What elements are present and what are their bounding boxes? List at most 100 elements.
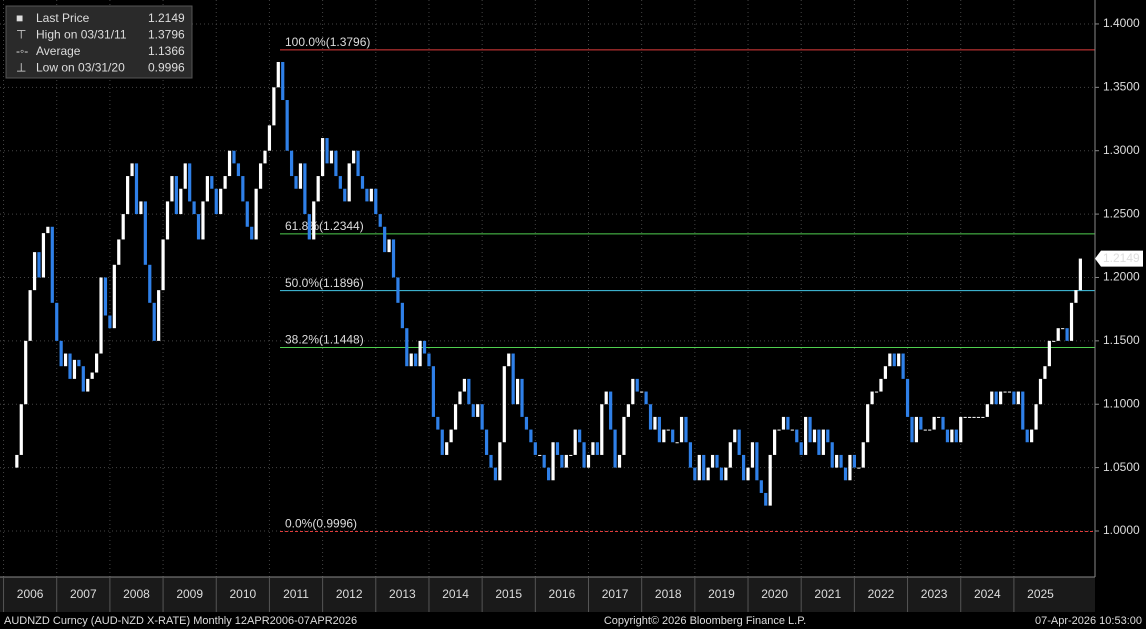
candle-body [839, 454, 843, 468]
footer-left: AUDNZD Curncy (AUD-NZD X-RATE) Monthly 1… [4, 615, 357, 627]
candle-body [489, 454, 493, 468]
candle-body [409, 353, 413, 367]
candle-body [493, 467, 498, 481]
candle-body [874, 391, 879, 393]
candle-body [157, 290, 161, 341]
candle-body [59, 340, 63, 367]
candle-body [524, 416, 529, 430]
legend-icon: ⊥ [16, 61, 26, 75]
y-tick-label: 1.1500 [1103, 333, 1140, 347]
grid [0, 0, 1095, 577]
candle-body [768, 454, 772, 506]
candle-body [1069, 302, 1074, 341]
candle-body [648, 404, 653, 430]
x-tick-label: 2020 [761, 587, 788, 601]
candle-body [635, 378, 639, 392]
legend-name: Low on 03/31/20 [36, 61, 125, 75]
candle-body [383, 226, 387, 253]
candle-body [223, 176, 227, 189]
candle-body [99, 277, 103, 354]
level-label: 100.0%(1.3796) [285, 35, 370, 49]
candle-body [817, 429, 821, 455]
candle-body [702, 454, 706, 481]
candle-body [188, 163, 192, 202]
candle-body [63, 353, 68, 367]
candle-body [631, 378, 635, 405]
candle-body [897, 353, 901, 367]
legend-name: High on 03/31/11 [36, 28, 127, 42]
candle-body [932, 416, 936, 430]
x-tick-label: 2021 [814, 587, 841, 601]
candle-body [741, 454, 746, 481]
candle-body [564, 454, 568, 468]
candle-body [750, 442, 755, 468]
x-tick-label: 2006 [17, 587, 44, 601]
candle-body [994, 391, 998, 405]
y-tick-label: 1.3500 [1103, 80, 1140, 94]
candle-body [183, 163, 187, 189]
candle-body [462, 378, 467, 392]
candle-body [999, 391, 1003, 405]
candle-body [857, 467, 861, 469]
candle-body [307, 214, 311, 240]
y-tick-label: 1.2000 [1103, 270, 1140, 284]
x-tick-label: 2012 [336, 587, 363, 601]
candle-body [777, 429, 781, 431]
x-tick-label: 2022 [868, 587, 895, 601]
candle-body [126, 176, 130, 215]
candle-body [343, 188, 347, 202]
candle-body [1030, 429, 1034, 443]
candle-body [533, 442, 537, 455]
x-axis-band [0, 577, 1095, 612]
candle-body [161, 239, 165, 291]
candle-body [334, 150, 338, 177]
candle-body [227, 150, 232, 177]
candle-body [396, 277, 400, 303]
level-label: 38.2%(1.1448) [285, 333, 364, 347]
axes: 1.0000 1.0500 1.1000 1.1500 1.2000 1.2500 1.30… [3, 16, 1143, 612]
level-label: 0.0%(0.9996) [285, 517, 357, 531]
x-tick-label: 2014 [442, 587, 469, 601]
candle-body [263, 150, 267, 164]
candle-body [1003, 391, 1007, 393]
candle-body [936, 416, 941, 418]
legend: ■ Last Price 1.2149 ⊤ High on 03/31/11 1.3796… [16, 11, 185, 75]
candle-body [586, 454, 591, 468]
candle-body [72, 359, 77, 379]
legend-name: Average [36, 44, 81, 58]
candle-body [254, 188, 258, 240]
candle-body [1078, 258, 1082, 291]
candle-body [520, 378, 524, 417]
candle-body [511, 353, 515, 405]
candle-body [547, 467, 551, 481]
candle-body [245, 201, 249, 227]
candle-body [210, 176, 214, 189]
candle-body [325, 138, 329, 164]
candle-body [316, 176, 320, 202]
candle-body [267, 125, 272, 151]
candle-body [369, 188, 373, 202]
candle-body [746, 467, 750, 481]
candle-body [391, 239, 396, 278]
candle-body [179, 188, 183, 215]
candle-body [684, 416, 688, 443]
candle-body [46, 226, 50, 234]
candle-body [812, 429, 817, 443]
candle-body [103, 277, 108, 316]
candle-body [1038, 378, 1043, 405]
candle-body [1043, 366, 1047, 379]
candle-body [1007, 391, 1012, 393]
x-tick-label: 2017 [602, 587, 629, 601]
candle-body [440, 429, 444, 455]
candle-body [733, 429, 737, 443]
legend-icon: ■ [16, 11, 23, 25]
candle-body [781, 416, 786, 430]
candle-body [312, 201, 316, 240]
candle-body [68, 353, 72, 379]
candle-body [905, 378, 910, 417]
candle-body [795, 429, 799, 443]
candle-body [759, 480, 763, 493]
candle-body [679, 416, 684, 443]
x-tick-label: 2024 [974, 587, 1001, 601]
candle-body [170, 176, 174, 202]
